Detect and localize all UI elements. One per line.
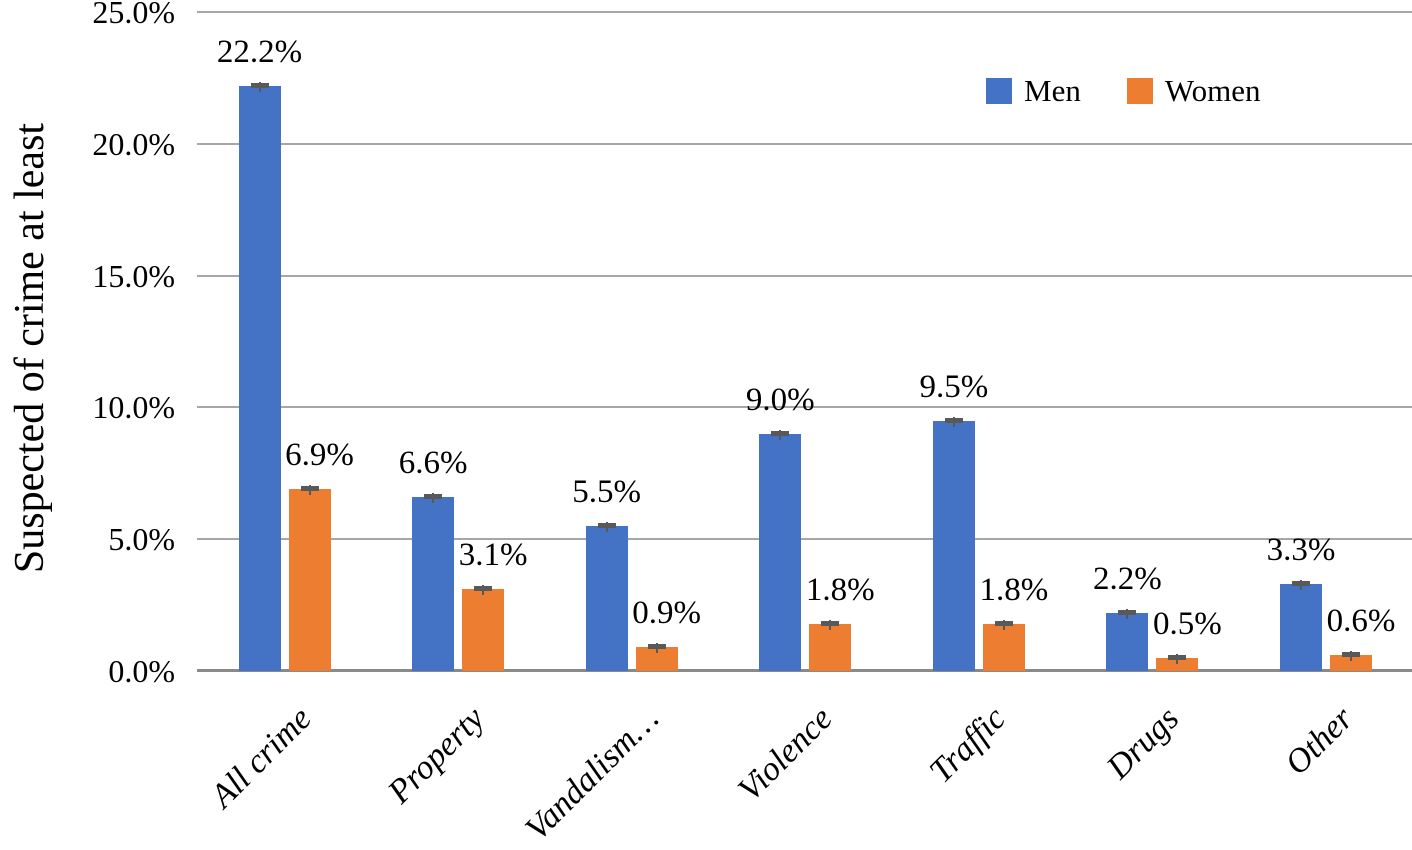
y-axis-title: Suspected of crime at least: [7, 122, 53, 574]
x-category-label-drugs: Drugs: [1100, 700, 1187, 787]
error-bar-cap: [944, 417, 963, 423]
women-bar-drugs: [1156, 657, 1199, 671]
error-bar-cap: [771, 430, 790, 436]
y-tick-label: 25.0%: [92, 0, 175, 30]
error-bar-cap: [821, 620, 840, 626]
value-label-men-all-crime: 22.2%: [216, 33, 303, 70]
y-tick-label: 0.0%: [108, 653, 175, 689]
error-bar-cap: [300, 486, 319, 492]
men-bar-traffic: [932, 420, 975, 671]
y-tick-label: 20.0%: [92, 126, 175, 162]
men-bar-vandalism: [585, 526, 628, 671]
men-series-color-swatch: [986, 78, 1012, 104]
gridline: [197, 406, 1412, 408]
x-category-label-property: Property: [381, 700, 493, 811]
x-category-label-vandalism: Vandalism…: [518, 700, 666, 848]
y-tick-label: 5.0%: [108, 521, 175, 557]
error-bar-cap: [597, 523, 616, 528]
error-bar-cap: [994, 620, 1013, 626]
legend-label-women: Women: [1164, 73, 1261, 108]
error-bar-cap: [474, 586, 493, 592]
value-label-women-drugs: 0.5%: [1153, 605, 1222, 642]
legend-item-men: Men: [986, 73, 1081, 109]
gridline: [197, 143, 1412, 145]
value-label-women-violence: 1.8%: [805, 571, 875, 608]
x-category-label-violence: Violence: [730, 700, 840, 809]
men-bar-property: [412, 497, 455, 671]
women-bar-violence: [809, 623, 852, 671]
value-label-women-traffic: 1.8%: [979, 571, 1049, 608]
error-bar-cap: [647, 644, 666, 650]
value-label-women-all-crime: 6.9%: [285, 437, 354, 474]
x-category-label-traffic: Traffic: [922, 700, 1013, 791]
error-bar-cap: [424, 494, 443, 499]
women-bar-traffic: [982, 623, 1025, 671]
men-bar-other: [1279, 584, 1322, 671]
error-bar-cap: [1168, 654, 1187, 660]
women-bar-other: [1329, 655, 1372, 671]
value-label-men-drugs: 2.2%: [1093, 561, 1162, 597]
y-tick-label: 15.0%: [92, 258, 175, 294]
value-label-women-property: 3.1%: [458, 537, 528, 574]
x-category-label-all-crime: All crime: [203, 700, 319, 815]
legend-item-women: Women: [1126, 73, 1261, 109]
value-label-men-traffic: 9.5%: [919, 368, 989, 405]
gridline: [197, 11, 1412, 13]
men-bar-violence: [759, 433, 802, 671]
value-label-men-property: 6.6%: [398, 445, 468, 481]
legend: Men Women: [986, 73, 1260, 109]
women-series-color-swatch: [1126, 78, 1153, 104]
x-axis-line: [197, 669, 1412, 672]
value-label-men-other: 3.3%: [1266, 532, 1336, 568]
value-label-women-other: 0.6%: [1326, 603, 1396, 640]
value-label-men-violence: 9.0%: [745, 381, 815, 418]
gridline: [197, 275, 1412, 277]
error-bar-cap: [1118, 610, 1137, 615]
men-bar-drugs: [1106, 613, 1149, 671]
value-label-men-vandalism: 5.5%: [572, 474, 642, 510]
women-bar-vandalism: [635, 647, 678, 671]
legend-label-men: Men: [1024, 73, 1081, 108]
women-bar-property: [462, 589, 505, 671]
women-bar-all-crime: [288, 489, 331, 671]
error-bar-cap: [1341, 652, 1360, 658]
value-label-women-vandalism: 0.9%: [632, 595, 702, 632]
error-bar-cap: [250, 82, 269, 88]
gridline: [197, 538, 1412, 540]
x-category-label-other: Other: [1277, 700, 1361, 783]
men-bar-all-crime: [238, 85, 281, 671]
error-bar-cap: [1291, 581, 1310, 586]
y-tick-label: 10.0%: [92, 389, 175, 425]
